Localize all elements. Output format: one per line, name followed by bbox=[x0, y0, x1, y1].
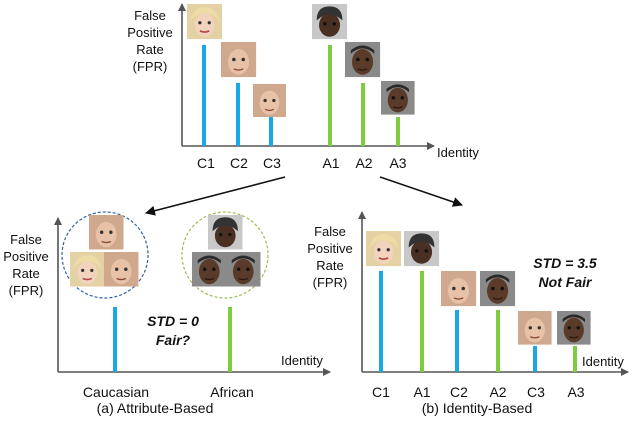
panel-top: False Positive Rate (FPR) Identity C1 C2… bbox=[127, 3, 479, 171]
face-thumbnail-icon bbox=[556, 310, 592, 346]
panel-top-tick: A3 bbox=[389, 155, 406, 171]
face-thumbnail-icon bbox=[344, 41, 381, 78]
panel-a-ylabel-line: False bbox=[10, 232, 42, 247]
panel-top-ylabel-line: Positive bbox=[127, 25, 173, 40]
panel-b-tick: A3 bbox=[567, 384, 584, 400]
panel-b-ylabel: False Positive Rate (FPR) bbox=[307, 224, 353, 290]
panel-top-bar-a1 bbox=[328, 45, 332, 146]
panel-top-bar-c1 bbox=[202, 45, 206, 146]
face-thumbnail-icon bbox=[88, 214, 125, 251]
face-thumbnail-icon bbox=[312, 4, 348, 40]
panel-b-fair-note: Not Fair bbox=[539, 274, 593, 290]
panel-top-bar-a3 bbox=[396, 117, 400, 146]
panel-top-ylabel-line: (FPR) bbox=[133, 59, 168, 74]
panel-top-tick: A1 bbox=[322, 155, 339, 171]
panel-b-bar-a2 bbox=[496, 310, 500, 372]
caucasian-group-circle bbox=[61, 211, 149, 299]
panel-top-bar-c3 bbox=[269, 117, 273, 146]
panel-top-xlabel: Identity bbox=[437, 145, 479, 160]
panel-b-bar-c2 bbox=[455, 310, 459, 372]
african-group-circle bbox=[181, 211, 269, 299]
face-thumbnail-icon bbox=[103, 251, 140, 288]
face-thumbnail-icon bbox=[208, 215, 243, 250]
panel-top-tick: C2 bbox=[230, 155, 248, 171]
panel-b-tick: C3 bbox=[527, 384, 545, 400]
panel-b-tick: C2 bbox=[450, 384, 468, 400]
face-thumbnail-icon bbox=[404, 231, 440, 267]
panel-b-tick: A1 bbox=[413, 384, 430, 400]
panel-b-tick: A2 bbox=[489, 384, 506, 400]
panel-b-ylabel-line: False bbox=[314, 224, 346, 239]
panel-b-bar-a3 bbox=[573, 346, 577, 372]
panel-top-bar-a2 bbox=[361, 83, 365, 146]
panel-b-bar-a1 bbox=[420, 271, 424, 372]
panel-top-tick: C1 bbox=[197, 155, 215, 171]
face-thumbnail-icon bbox=[69, 251, 106, 288]
panel-b-xlabel: Identity bbox=[582, 354, 624, 369]
panel-b-ylabel-line: Rate bbox=[316, 258, 343, 273]
face-thumbnail-icon bbox=[186, 3, 223, 40]
arrow-to-identity-based bbox=[379, 176, 463, 207]
face-thumbnail-icon bbox=[517, 310, 553, 346]
panel-a-ylabel-line: Rate bbox=[12, 266, 39, 281]
panel-a-caption: (a) Attribute-Based bbox=[97, 400, 214, 416]
panel-a-bar-african bbox=[228, 307, 232, 372]
panel-top-ylabel: False Positive Rate (FPR) bbox=[127, 8, 173, 74]
panel-b-bar-c1 bbox=[379, 271, 383, 372]
panel-a-bar-caucasian bbox=[113, 307, 117, 372]
panel-a-fair-note: Fair? bbox=[156, 332, 191, 348]
face-thumbnail-icon bbox=[380, 80, 416, 116]
panel-b-bar-c3 bbox=[533, 346, 537, 372]
panel-b-ylabel-line: (FPR) bbox=[313, 275, 348, 290]
face-thumbnail-icon bbox=[225, 251, 262, 288]
panel-b-caption: (b) Identity-Based bbox=[422, 400, 533, 416]
panel-top-tick: A2 bbox=[355, 155, 372, 171]
panel-a-tick: African bbox=[210, 384, 254, 400]
face-thumbnail-icon bbox=[440, 270, 477, 307]
face-thumbnail-icon bbox=[191, 251, 228, 288]
panel-a-std-note: STD = 0 bbox=[147, 313, 199, 329]
panel-a-ylabel-line: (FPR) bbox=[9, 283, 44, 298]
panel-a-xlabel: Identity bbox=[281, 353, 323, 368]
face-thumbnail-icon bbox=[220, 41, 257, 78]
panel-identity-based: False Positive Rate (FPR) Identity STD =… bbox=[307, 211, 629, 416]
panel-a-ylabel: False Positive Rate (FPR) bbox=[3, 232, 49, 298]
panel-b-ylabel-line: Positive bbox=[307, 241, 353, 256]
panel-top-tick: C3 bbox=[263, 155, 281, 171]
arrow-to-attribute-based bbox=[145, 176, 286, 216]
face-thumbnail-icon bbox=[479, 270, 516, 307]
panel-top-ylabel-line: False bbox=[134, 8, 166, 23]
panel-b-tick: C1 bbox=[372, 384, 390, 400]
panel-top-bar-c2 bbox=[236, 83, 240, 146]
panel-a-ylabel-line: Positive bbox=[3, 249, 49, 264]
panel-b-std-note: STD = 3.5 bbox=[533, 255, 597, 271]
face-thumbnail-icon bbox=[365, 230, 402, 267]
panel-a-tick: Caucasian bbox=[83, 384, 149, 400]
face-thumbnail-icon bbox=[252, 83, 287, 118]
panel-top-ylabel-line: Rate bbox=[136, 42, 163, 57]
panel-attribute-based: False Positive Rate (FPR) Identity STD =… bbox=[3, 211, 331, 416]
